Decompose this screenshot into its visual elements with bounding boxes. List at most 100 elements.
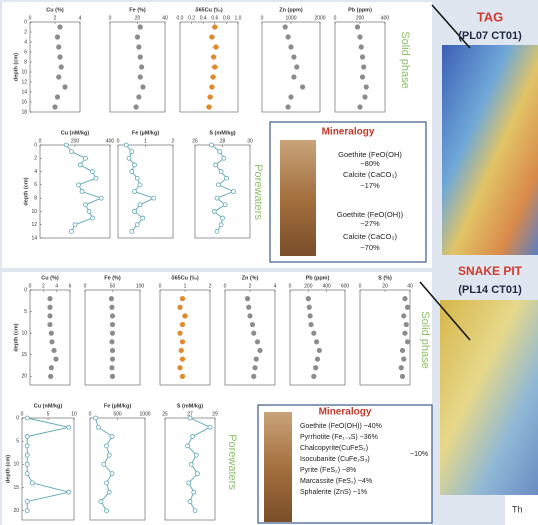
y-tick-label: 0 xyxy=(16,415,19,421)
data-point xyxy=(214,195,220,201)
data-point xyxy=(72,222,78,228)
y-tick-label: 14 xyxy=(31,235,37,241)
data-point xyxy=(253,356,259,362)
data-point xyxy=(311,330,317,336)
y-tick-label: 15 xyxy=(21,352,27,358)
x-tick-label: 0 xyxy=(261,15,264,21)
x-tick-label: 0.6 xyxy=(211,15,218,21)
data-point xyxy=(129,228,135,234)
data-point xyxy=(188,461,194,467)
x-tick-label: 0 xyxy=(84,283,87,289)
data-point xyxy=(109,365,115,371)
core-photo xyxy=(280,140,316,256)
y-tick-label: 0 xyxy=(24,287,27,293)
data-point xyxy=(209,84,215,90)
data-point xyxy=(137,182,143,188)
data-point xyxy=(109,313,116,319)
x-tick-label: 25 xyxy=(162,411,168,417)
x-tick-label: 0.0 xyxy=(177,15,184,21)
data-point xyxy=(90,169,95,174)
y-tick-label: 0 xyxy=(24,19,27,25)
y-tick-label: 18 xyxy=(21,109,27,115)
data-point xyxy=(244,296,251,302)
data-point xyxy=(54,94,61,100)
y-tick-label: 20 xyxy=(21,374,27,380)
data-point xyxy=(357,34,363,40)
plot-frame xyxy=(179,21,239,113)
solid-label: Solid phase xyxy=(399,31,411,89)
data-point xyxy=(314,356,321,362)
y-axis-label: depth (cm) xyxy=(23,177,29,205)
data-point xyxy=(299,84,306,90)
chart-title: S (mM/kg) xyxy=(177,403,203,409)
mineral-line: Calcite (CaCO₃) xyxy=(343,170,397,179)
data-point xyxy=(106,452,112,458)
chart-title: Fe (%) xyxy=(104,275,121,281)
data-point xyxy=(313,365,319,371)
y-tick-label: 12 xyxy=(21,79,27,85)
y-tick-label: 10 xyxy=(31,209,37,215)
mineral-line: Goethite (FeO(OH)) xyxy=(337,210,404,219)
data-point xyxy=(104,443,109,449)
data-point xyxy=(48,373,54,379)
data-point xyxy=(399,373,406,379)
x-tick-label: 0 xyxy=(117,138,120,144)
data-point xyxy=(93,175,99,181)
data-point xyxy=(69,149,74,155)
arrow xyxy=(431,4,471,49)
mineral-line: ~27% xyxy=(360,219,380,228)
data-point xyxy=(316,347,322,354)
data-point xyxy=(207,94,213,100)
y-tick-label: 6 xyxy=(24,49,27,55)
pore-label: Porewaters xyxy=(252,164,264,220)
data-point xyxy=(137,74,143,80)
data-point xyxy=(193,452,199,458)
data-point xyxy=(179,296,186,302)
data-point xyxy=(133,104,139,110)
data-point xyxy=(311,373,317,379)
data-point xyxy=(57,54,63,60)
x-tick-label: 4 xyxy=(79,15,82,21)
data-point xyxy=(140,215,146,221)
mineralogy-title: Mineralogy xyxy=(319,407,372,418)
chart-title: Cu (nM/kg) xyxy=(34,403,63,409)
chart-title: Zn (ppm) xyxy=(279,7,303,13)
map-code: (PL07 CT01) xyxy=(458,30,522,42)
y-tick-label: 8 xyxy=(24,59,27,65)
data-point xyxy=(177,365,183,371)
chart-title: Fe (%) xyxy=(129,7,146,13)
x-tick-label: 2 xyxy=(172,138,175,144)
chart-title: Fe (µM/kg) xyxy=(132,130,159,136)
chart-title: δ65Cu (‰) xyxy=(195,7,223,13)
x-tick-label: 400 xyxy=(381,15,390,21)
data-point xyxy=(109,330,116,336)
data-point xyxy=(123,142,129,148)
data-point xyxy=(126,155,132,161)
data-point xyxy=(254,339,261,345)
data-point xyxy=(178,347,184,354)
data-point xyxy=(48,330,54,336)
mineral-line: Marcassite (FeS₂) ~4% xyxy=(300,478,372,485)
mineral-line: Sphalerite (ZnS) ~1% xyxy=(300,489,367,496)
x-tick-label: 200 xyxy=(356,15,365,21)
data-point xyxy=(47,321,53,328)
data-point xyxy=(95,424,101,430)
data-point xyxy=(401,356,407,362)
mineral-line: Isocubanite (CuFe₂S₃) xyxy=(300,456,370,463)
y-tick-label: 20 xyxy=(13,508,19,514)
x-tick-label: 6 xyxy=(69,283,72,289)
x-tick-label: 0 xyxy=(289,283,292,289)
x-tick-label: 28 xyxy=(220,138,226,144)
data-point xyxy=(210,74,216,80)
data-point xyxy=(90,215,95,221)
data-point xyxy=(24,452,30,458)
core-photo xyxy=(264,412,292,522)
data-point xyxy=(53,356,59,362)
data-point xyxy=(109,339,115,345)
data-point xyxy=(257,347,263,354)
data-point xyxy=(218,222,224,228)
data-point xyxy=(136,94,142,100)
x-tick-label: 2 xyxy=(54,15,57,21)
x-tick-label: 500 xyxy=(113,411,122,417)
data-point xyxy=(282,24,288,30)
